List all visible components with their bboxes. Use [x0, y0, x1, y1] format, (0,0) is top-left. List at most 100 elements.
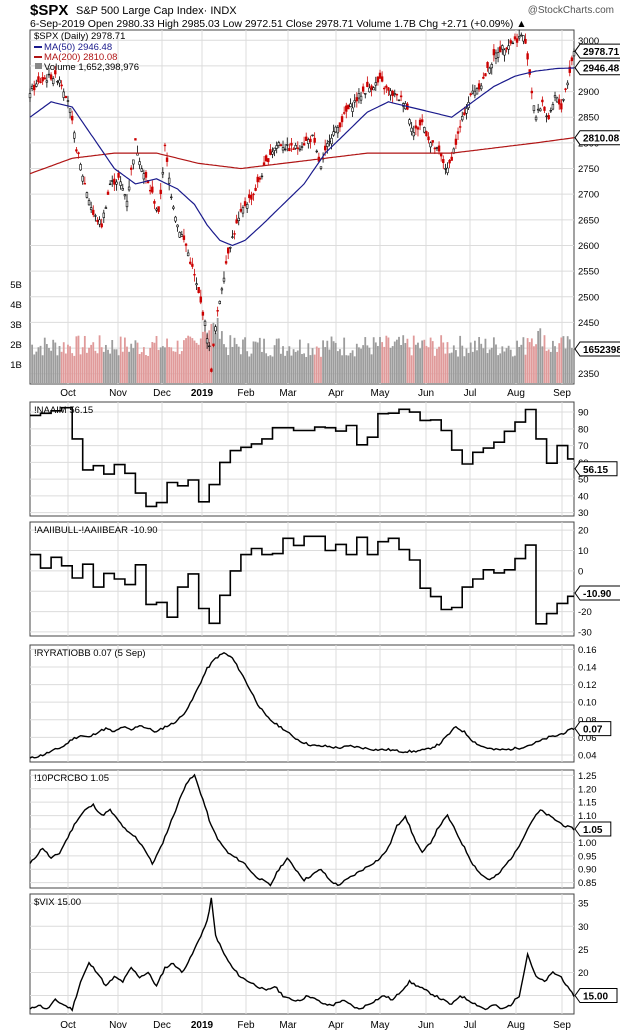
candle-body [214, 326, 217, 332]
candle-body [551, 104, 555, 110]
candle-body [258, 177, 262, 180]
candle-body [349, 103, 352, 107]
candle-body [294, 145, 297, 149]
volume-bar [172, 351, 175, 383]
candle-body [427, 136, 430, 141]
volume-bar [505, 348, 508, 383]
volume-bar [229, 335, 232, 383]
volume-bar [313, 354, 316, 383]
candle-body [269, 149, 272, 155]
volume-bar [50, 350, 52, 383]
candle-body [471, 90, 474, 94]
volume-bar [102, 351, 105, 383]
naaim-panel [29, 401, 575, 517]
volume-bar [566, 336, 569, 383]
volume-bar [115, 349, 118, 383]
volume-bar [522, 337, 525, 383]
volume-bar [400, 345, 403, 383]
volume-bar [507, 345, 510, 383]
candle-body [138, 161, 141, 166]
candle-body [170, 196, 173, 199]
close-tag-text: 2978.71 [583, 47, 620, 58]
volume-bar [263, 338, 265, 383]
candle-body [49, 74, 53, 80]
volume-bar [286, 350, 289, 383]
candle-body [144, 172, 148, 178]
volume-bar [265, 353, 268, 383]
candle-body [83, 183, 87, 185]
volume-bar [341, 355, 343, 383]
volume-bar [385, 335, 388, 383]
volume-bar [370, 354, 373, 383]
volume-bar [360, 348, 362, 383]
volume-bar [275, 338, 278, 383]
candle-body [104, 207, 108, 210]
y-tick-label: 30 [578, 922, 589, 933]
volume-bar [132, 348, 135, 383]
y-tick-label: 2900 [578, 87, 599, 98]
volume-bar [408, 347, 411, 383]
candle-body [515, 38, 519, 43]
candle-body [58, 79, 61, 84]
candle-body [553, 95, 557, 98]
candle-body [496, 52, 500, 58]
pcr-last-tag [574, 821, 612, 837]
candle-body [570, 57, 574, 62]
volume-bar [248, 356, 251, 383]
volume-tick-label: 3B [10, 320, 22, 331]
candle-body [184, 243, 188, 246]
volume-bar [307, 343, 310, 383]
candle-body [30, 85, 34, 90]
candle-body [64, 96, 68, 98]
volume-bar [94, 350, 97, 383]
ma200-line [29, 137, 575, 175]
volume-bar [96, 353, 99, 383]
volume-bar [39, 345, 42, 383]
candle-body [222, 277, 226, 282]
candle-body [241, 207, 245, 214]
volume-bar [244, 337, 246, 383]
volume-bar [254, 341, 257, 383]
candle-body [248, 194, 251, 199]
symbol-name: S&P 500 Large Cap Index· INDX [76, 5, 237, 17]
y-tick-label: 0.06 [578, 733, 597, 744]
candle-body [302, 143, 306, 146]
volume-bar [353, 356, 356, 383]
volume-bar [492, 337, 495, 383]
candle-body [89, 207, 93, 211]
volume-bar [351, 350, 354, 383]
volume-bar [48, 347, 50, 383]
candle-body [231, 236, 234, 238]
candle-body [353, 100, 356, 103]
candle-body [463, 112, 466, 116]
candle-body [477, 83, 481, 90]
volume-bar [535, 344, 537, 383]
vix-title: $VIX 15.00 [34, 897, 81, 908]
volume-bar [166, 338, 168, 383]
candle-body [28, 93, 32, 99]
candle-body [115, 181, 118, 185]
candle-body [165, 157, 169, 162]
volume-bar [564, 348, 567, 383]
candle-body [102, 212, 105, 218]
watermark: @StockCharts.com [527, 5, 614, 16]
volume-bar [457, 356, 459, 383]
volume-bar [545, 350, 548, 383]
candle-body [418, 119, 422, 126]
volume-bar [86, 352, 88, 383]
volume-bar [130, 343, 133, 383]
volume-bar [533, 346, 535, 383]
volume-bar [438, 346, 440, 383]
volume-bar [128, 351, 131, 383]
volume-bar [168, 347, 171, 383]
volume-bar [322, 340, 324, 383]
candle-body [273, 147, 276, 151]
candle-body [39, 81, 42, 83]
volume-bar [56, 355, 59, 383]
volume-bar [69, 346, 71, 383]
volume-bar [476, 350, 478, 383]
volume-bar [267, 356, 270, 383]
candle-body [296, 147, 299, 149]
volume-bar [126, 346, 128, 383]
candle-body [526, 53, 529, 60]
